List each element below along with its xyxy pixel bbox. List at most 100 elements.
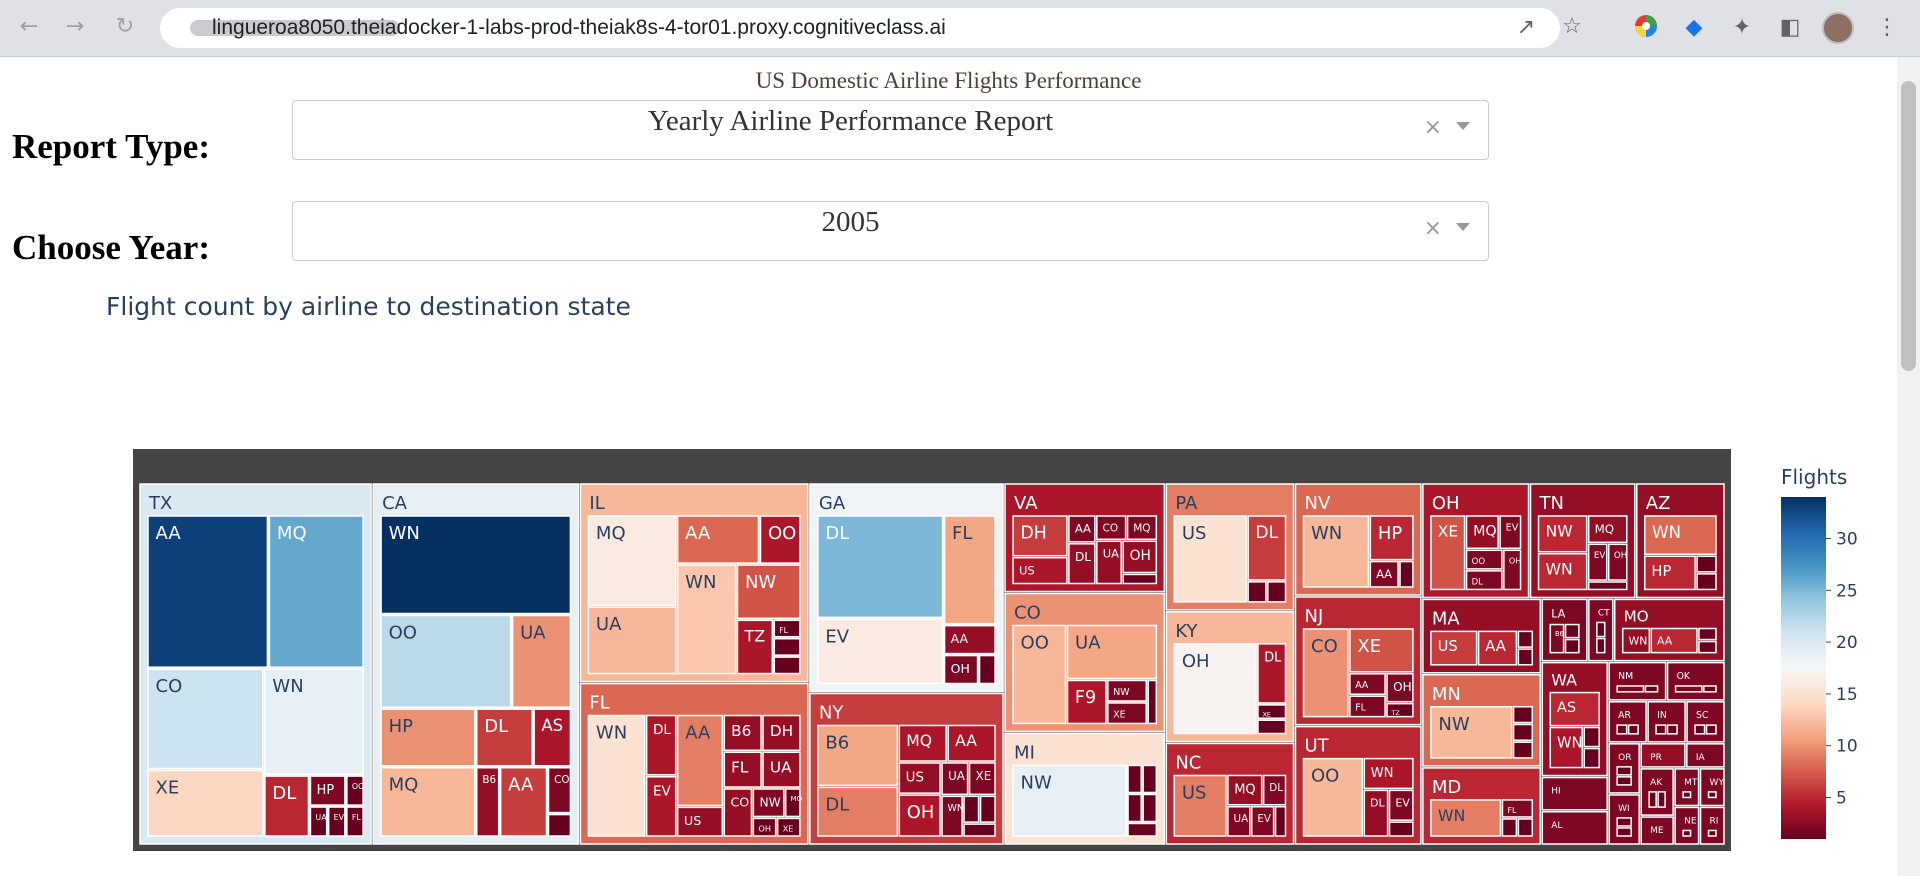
browser-toolbar: ← → ↻ lingueroa8050.theiadocker-1-labs-p… [0,0,1920,57]
treemap-cell-label: OH [1182,651,1210,672]
treemap-cell-label: MQ [906,732,932,750]
treemap-cell-label: US [1438,638,1458,655]
treemap-cell [1616,827,1632,837]
clear-icon[interactable]: × [1423,115,1442,140]
treemap-cell-label: DL [1269,782,1283,794]
treemap-cell [476,708,533,767]
treemap-state-mt [1674,768,1700,807]
star-icon[interactable]: ☆ [1562,14,1582,39]
report-type-value: Yearly Airline Performance Report [647,105,1054,137]
treemap-state-label: NJ [1305,606,1324,627]
color-wheel-icon[interactable] [1631,13,1661,43]
treemap-cell [941,762,969,796]
treemap-cell [723,751,762,788]
treemap-cell-label: WN [1557,734,1583,751]
treemap-cell [736,619,774,675]
treemap-cell [1596,621,1606,638]
scrollbar[interactable] [1897,57,1920,876]
treemap-cell [1363,757,1414,790]
address-bar[interactable]: lingueroa8050.theiadocker-1-labs-prod-th… [160,8,1582,48]
treemap-cell [1302,757,1364,837]
treemap-state-label: NM [1618,671,1633,682]
treemap-cell [547,813,572,837]
treemap-cell [264,775,310,837]
treemap-cell [380,515,572,615]
treemap-cell-label: MQ [1473,523,1497,539]
treemap-cell [723,788,753,837]
scrollbar-thumb[interactable] [1901,81,1916,371]
treemap-state-ok [1666,661,1725,701]
chevron-down-icon[interactable] [1456,122,1470,130]
treemap-state-label: CO [1014,603,1041,624]
avatar[interactable] [1822,12,1854,44]
share-icon[interactable]: ↗ [1516,15,1536,40]
back-icon[interactable]: ← [19,14,39,39]
treemap-cell [1666,724,1678,735]
treemap-cell [1068,543,1096,585]
clear-icon[interactable]: × [1423,216,1442,241]
treemap-cell-label: UA [315,813,327,822]
treemap-state-ne [1674,806,1700,845]
treemap-cell [1650,627,1698,654]
treemap-cell [587,515,677,606]
extension-blue-icon[interactable]: ◆ [1685,15,1703,40]
treemap-cell-label: DL [1075,550,1091,564]
treemap-cell [645,776,677,837]
treemap-cell-label: B6 [731,722,751,740]
report-type-dropdown[interactable]: Yearly Airline Performance Report × [292,100,1489,160]
treemap-cell-label: NW [759,795,780,809]
puzzle-icon[interactable]: ✦ [1732,15,1752,40]
treemap-state-label: MD [1432,777,1461,798]
treemap-cell [1247,515,1287,581]
treemap-cell-label: OO [389,623,417,644]
treemap-cell [1066,624,1158,680]
treemap-cell [898,762,941,794]
treemap-cell-label: FL [352,813,362,822]
year-label: Choose Year: [12,228,210,267]
colorbar-tick-label: 5 [1836,789,1847,809]
treemap-state-label: WA [1551,671,1577,690]
redacted-url-segment [190,20,400,36]
treemap-cell [776,817,801,837]
treemap-cell [1430,799,1502,837]
treemap-cell [1596,637,1606,654]
treemap-cell-label: WN [1371,766,1394,781]
treemap-cell-label: AA [1355,680,1369,691]
treemap-cell [1227,774,1263,806]
year-dropdown[interactable]: 2005 × [292,201,1489,261]
treemap-state-label: OR [1618,753,1631,763]
treemap-cell [947,724,996,762]
forward-icon[interactable]: → [65,14,85,39]
treemap-cell-label: WN [596,723,627,744]
treemap-cell [268,515,364,668]
url-text[interactable]: lingueroa8050.theiadocker-1-labs-prod-th… [212,16,946,39]
treemap-cell [676,806,724,837]
treemap-state-label: KY [1175,621,1198,642]
colorbar-tick-label: 25 [1836,581,1858,601]
treemap-cell [264,668,364,775]
treemap-cell-label: UA [596,614,622,635]
chevron-down-icon[interactable] [1456,223,1470,231]
treemap-state-hi [1541,776,1608,811]
treemap-state-label: AZ [1646,493,1671,514]
reload-icon[interactable]: ↻ [115,14,135,39]
treemap-cell-label: OH [1393,680,1412,694]
sidepanel-icon[interactable]: ◧ [1779,15,1801,40]
treemap-cell [1707,829,1717,837]
treemap-state-label: AR [1618,710,1631,721]
year-value: 2005 [821,206,880,238]
treemap-state-wy [1699,768,1725,807]
treemap-cell [1644,555,1696,591]
treemap-cell [380,614,512,708]
treemap-cell [1465,549,1503,570]
treemap-cell [752,817,777,837]
treemap-cell [1012,764,1127,837]
treemap-cell [1012,556,1068,585]
menu-icon[interactable]: ⋮ [1876,15,1898,40]
treemap-state-label: WI [1618,804,1630,814]
treemap-cell-label: DH [770,722,793,740]
treemap-state-label: WY [1710,778,1725,788]
treemap-cell [511,614,572,708]
treemap-cell-label: OH [951,661,970,676]
treemap-cell-label: WN [1438,806,1466,825]
